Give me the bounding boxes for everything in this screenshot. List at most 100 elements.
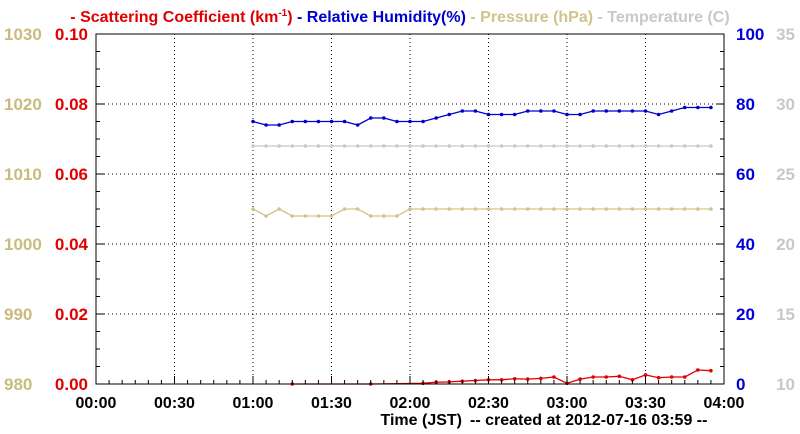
scattering-coefficient-point: [604, 375, 609, 379]
pressure-hpa-line: [252, 208, 711, 217]
temperature-c-point: [264, 144, 268, 148]
pressure-hpa-point: [630, 207, 635, 211]
pressure-hpa-point: [539, 207, 543, 211]
relative-humidity-point: [578, 112, 582, 117]
pressure-hpa-point: [499, 207, 504, 211]
legend-entry: - Relative Humidity(%): [293, 9, 466, 26]
temperature-c-point: [630, 144, 635, 148]
temperature-c-point: [486, 144, 491, 148]
pressure-hpa-point: [303, 214, 308, 218]
series-layer: [251, 105, 713, 386]
pressure-hpa-point: [512, 207, 517, 211]
relative-humidity-point: [486, 112, 491, 117]
relative-humidity-point: [368, 116, 373, 120]
temperature-c-point: [355, 144, 360, 148]
temperature-c-point: [447, 144, 452, 148]
scattering-coefficient-point: [643, 373, 648, 377]
scattering-coefficient-point: [512, 376, 517, 381]
pressure-hpa-point: [696, 207, 700, 211]
x-tick-label: 02:00: [390, 395, 431, 412]
humidity-axis-label: 60: [736, 165, 755, 184]
relative-humidity-point: [434, 116, 438, 120]
scattering-axis-label: 0.00: [55, 375, 88, 394]
scattering-coefficient-point: [630, 378, 635, 382]
pressure-hpa-point: [329, 214, 334, 218]
pressure-hpa-point: [578, 207, 582, 211]
temperature-c-point: [656, 144, 661, 148]
scattering-coefficient-point: [669, 375, 674, 379]
temperature-c-point: [539, 144, 543, 148]
pressure-hpa-point: [395, 214, 399, 218]
pressure-hpa-point: [447, 207, 452, 211]
relative-humidity-point: [512, 112, 517, 117]
scattering-coefficient-point: [656, 375, 661, 380]
scattering-coefficient-point: [525, 377, 530, 381]
temperature-c-point: [512, 144, 517, 148]
pressure-hpa-point: [434, 207, 438, 211]
relative-humidity-point: [552, 109, 556, 113]
scattering-coefficient-point: [539, 376, 543, 381]
temperature-c-point: [499, 144, 504, 148]
scattering-axis-label: 0.02: [55, 305, 88, 324]
pressure-hpa-point: [473, 207, 478, 211]
legend-entry: - Pressure (hPa): [466, 9, 593, 26]
legend-superscript: -1: [278, 8, 287, 19]
relative-humidity-point: [525, 109, 530, 113]
relative-humidity-point: [682, 105, 687, 110]
legend-entry: - Temperature (C): [593, 9, 730, 26]
scattering-axis-label: 0.04: [55, 235, 89, 254]
relative-humidity-point: [630, 109, 635, 113]
relative-humidity-point: [604, 109, 609, 113]
temperature-c-point: [408, 144, 412, 148]
x-axis-label: Time (JST): [381, 412, 463, 429]
temperature-axis-label: 30: [776, 95, 795, 114]
pressure-hpa-point: [656, 207, 661, 211]
pressure-hpa-point: [277, 207, 281, 211]
pressure-hpa-point: [355, 207, 360, 211]
temperature-c-point: [473, 144, 478, 148]
relative-humidity-point: [656, 112, 661, 117]
temperature-c-point: [395, 144, 399, 148]
relative-humidity-point: [669, 109, 674, 113]
relative-humidity-point: [447, 112, 452, 117]
scattering-axis-label: 0.06: [55, 165, 88, 184]
pressure-hpa-point: [408, 207, 412, 211]
x-tick-label: 03:30: [625, 395, 666, 412]
temperature-c-point: [709, 144, 713, 148]
relative-humidity-point: [342, 119, 347, 124]
pressure-hpa-point: [709, 207, 713, 211]
relative-humidity-point: [499, 112, 504, 117]
relative-humidity-point: [460, 109, 465, 113]
temperature-c-point: [303, 144, 308, 148]
pressure-hpa-point: [669, 207, 674, 211]
temperature-c-point: [617, 144, 622, 148]
humidity-axis-label: 80: [736, 95, 755, 114]
relative-humidity-point: [565, 112, 569, 117]
humidity-axis-label: 40: [736, 235, 755, 254]
relative-humidity-point: [473, 109, 478, 113]
relative-humidity-point: [421, 119, 425, 124]
temperature-axis-label: 35: [776, 25, 795, 44]
temperature-c-point: [552, 144, 556, 148]
temperature-c-point: [604, 144, 609, 148]
relative-humidity-point: [408, 119, 412, 124]
humidity-axis-label: 0: [736, 375, 745, 394]
temperature-c-point: [368, 144, 373, 148]
relative-humidity-point: [329, 119, 334, 124]
scattering-coefficient-point: [552, 375, 556, 379]
x-tick-label: 00:30: [154, 395, 195, 412]
relative-humidity-point: [617, 109, 622, 113]
relative-humidity-point: [709, 105, 713, 110]
relative-humidity-point: [643, 109, 648, 113]
relative-humidity-point: [303, 119, 308, 124]
scattering-coefficient-point: [499, 378, 504, 382]
scattering-coefficient-point: [617, 374, 622, 379]
pressure-hpa-point: [643, 207, 648, 211]
relative-humidity-point: [591, 109, 595, 113]
pressure-axis-label: 990: [4, 305, 32, 324]
pressure-hpa-point: [316, 214, 321, 218]
x-tick-label: 04:00: [704, 395, 745, 412]
x-tick-label: 00:00: [76, 395, 117, 412]
legend-entry: - Scattering Coefficient (km: [70, 9, 278, 26]
